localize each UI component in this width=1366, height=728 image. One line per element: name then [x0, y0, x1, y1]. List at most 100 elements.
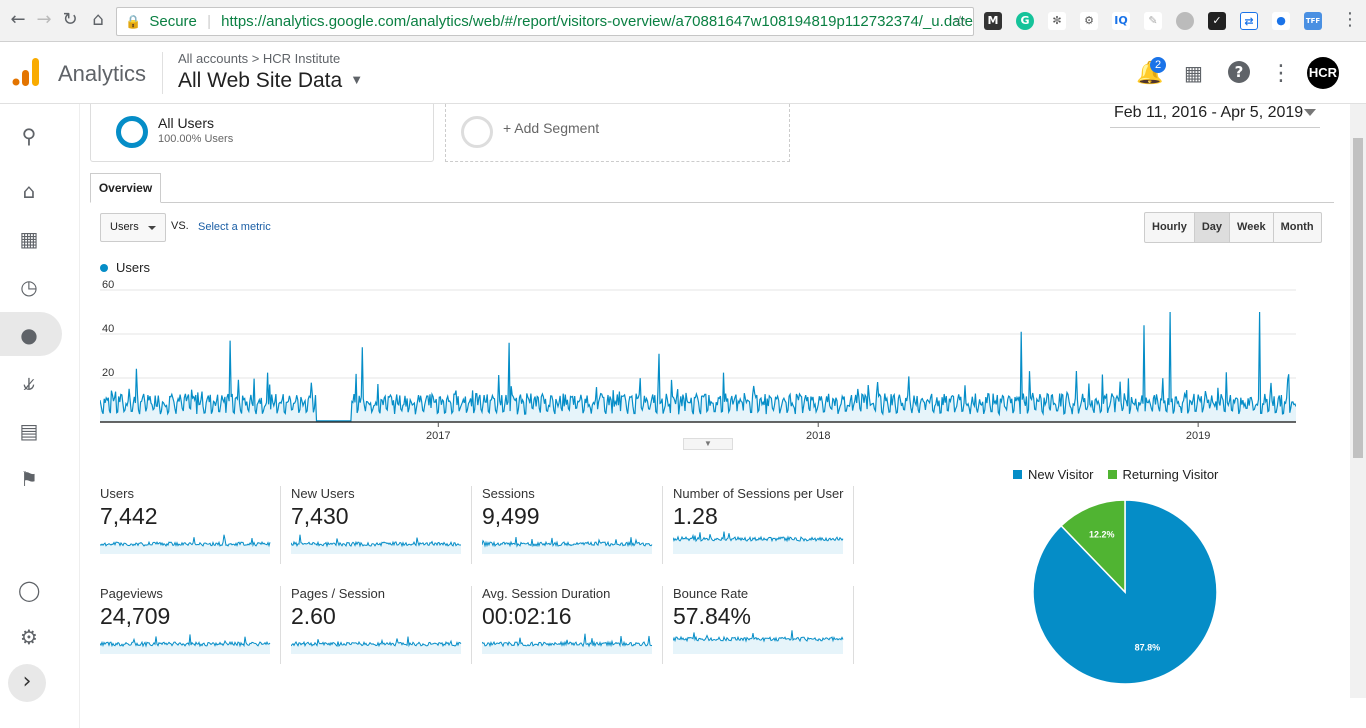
- select-metric-link[interactable]: Select a metric: [198, 221, 271, 233]
- segment-percentage: 100.00% Users: [158, 133, 234, 145]
- metric-sparkline: [291, 636, 462, 654]
- metric-card[interactable]: Pages / Session 2.60: [291, 586, 472, 664]
- extension-tff-icon[interactable]: TFF: [1304, 12, 1322, 30]
- admin-gear-icon[interactable]: ⚙: [20, 625, 38, 649]
- granularity-month[interactable]: Month: [1280, 221, 1314, 233]
- secure-label: Secure: [149, 13, 197, 30]
- sparkline-area: [482, 633, 652, 654]
- tab-overview[interactable]: Overview: [90, 173, 161, 203]
- search-icon[interactable]: ⚲: [21, 124, 37, 148]
- extension-check-icon[interactable]: ✓: [1208, 12, 1226, 30]
- metric-value: 2.60: [291, 603, 336, 629]
- grammarly-icon[interactable]: G: [1016, 12, 1034, 30]
- series-area: [100, 312, 1296, 422]
- analytics-logo-icon: [12, 58, 39, 86]
- metric-card[interactable]: Users 7,442: [100, 486, 281, 564]
- metric-value: 9,499: [482, 503, 540, 529]
- conversions-flag-icon[interactable]: ⚑: [20, 467, 38, 491]
- extension-globe-icon[interactable]: [1176, 12, 1194, 30]
- pie-slice-label: 87.8%: [1135, 643, 1161, 653]
- add-segment-button[interactable]: + Add Segment: [445, 104, 790, 162]
- y-tick-label: 40: [102, 323, 114, 335]
- extension-iq-icon[interactable]: IQ: [1112, 12, 1130, 30]
- apps-grid-icon[interactable]: ▦: [1184, 61, 1203, 85]
- pie-legend-returning: Returning Visitor: [1107, 467, 1219, 482]
- acquisition-icon[interactable]: ⫝̸: [23, 371, 35, 395]
- metric-value: 7,430: [291, 503, 349, 529]
- metric-card[interactable]: Avg. Session Duration 00:02:16: [482, 586, 663, 664]
- pie-legend-returning-label: Returning Visitor: [1122, 467, 1219, 482]
- help-icon[interactable]: ?: [1228, 61, 1250, 83]
- sparkline-area: [673, 531, 843, 554]
- breadcrumb[interactable]: All accounts > HCR Institute: [178, 51, 341, 66]
- extension-gear-icon[interactable]: ⚙: [1080, 12, 1098, 30]
- granularity-day[interactable]: Day: [1194, 213, 1231, 242]
- home-icon[interactable]: ⌂: [22, 179, 36, 203]
- users-timeline-chart: 60 40 20 2017 2018 2019: [100, 280, 1296, 442]
- segment-all-users[interactable]: All Users 100.00% Users: [90, 104, 434, 162]
- reload-icon[interactable]: ↻: [62, 9, 78, 30]
- metric-label: Pages / Session: [291, 586, 385, 601]
- more-vert-icon[interactable]: ⋮: [1270, 61, 1292, 86]
- lock-icon: 🔒: [125, 15, 142, 30]
- metric-card[interactable]: New Users 7,430: [291, 486, 472, 564]
- extension-translate-icon[interactable]: ⇄: [1240, 12, 1258, 30]
- granularity-hourly[interactable]: Hourly: [1145, 213, 1195, 242]
- metric-label: Sessions: [482, 486, 535, 501]
- view-selector[interactable]: All Web Site Data ▼: [178, 69, 363, 93]
- back-icon[interactable]: ←: [10, 9, 26, 30]
- caret-down-icon: [1304, 109, 1316, 116]
- granularity-week[interactable]: Week: [1230, 213, 1274, 242]
- address-bar[interactable]: 🔒 Secure | https://analytics.google.com/…: [116, 7, 974, 36]
- audience-person-icon[interactable]: ●: [20, 323, 38, 347]
- visitor-type-pie-chart: 87.8% 12.2%: [1032, 499, 1218, 685]
- customization-icon[interactable]: ▦: [19, 227, 39, 251]
- empty-segment-ring-icon: [461, 116, 493, 148]
- metric-card[interactable]: Pageviews 24,709: [100, 586, 281, 664]
- extension-bird-icon[interactable]: ✼: [1048, 12, 1066, 30]
- view-name: All Web Site Data: [178, 69, 343, 92]
- app-header: Analytics All accounts > HCR Institute A…: [0, 42, 1366, 104]
- metric-sparkline: [482, 537, 653, 554]
- caret-down-icon: ▼: [350, 72, 364, 87]
- forward-icon[interactable]: →: [36, 9, 52, 30]
- sparkline-line: [100, 634, 271, 648]
- metric-label: Pageviews: [100, 586, 163, 601]
- metric-card[interactable]: Bounce Rate 57.84%: [673, 586, 854, 664]
- pie-slice[interactable]: [1060, 499, 1126, 594]
- metric-card[interactable]: Number of Sessions per User 1.28: [673, 486, 854, 564]
- chart-collapse-handle[interactable]: ▼: [683, 438, 733, 450]
- behavior-icon[interactable]: ▤: [19, 419, 39, 443]
- metric-card[interactable]: Sessions 9,499: [482, 486, 663, 564]
- x-tick-label: 2017: [426, 430, 450, 442]
- sparkline-line: [673, 630, 844, 643]
- pie-legend-new: New Visitor: [1013, 467, 1094, 482]
- metric-label: New Users: [291, 486, 355, 501]
- expand-sidebar-button[interactable]: ›: [8, 664, 46, 702]
- home-icon[interactable]: ⌂: [92, 9, 104, 30]
- extension-person-icon[interactable]: ●: [1272, 12, 1290, 30]
- browser-menu-icon[interactable]: ⋮: [1341, 9, 1359, 30]
- scrollbar-thumb[interactable]: [1353, 138, 1363, 458]
- x-tick-label: 2019: [1186, 430, 1210, 442]
- bookmark-star-icon[interactable]: ☆: [953, 12, 967, 30]
- date-range-picker[interactable]: Feb 11, 2016 - Apr 5, 2019: [1110, 104, 1320, 128]
- discover-lightbulb-icon[interactable]: ◯: [18, 578, 41, 602]
- scrollbar[interactable]: [1350, 104, 1366, 698]
- sparkline-area: [673, 630, 843, 654]
- metric-selector[interactable]: Users: [100, 213, 166, 242]
- sparkline-line: [482, 633, 653, 648]
- realtime-clock-icon[interactable]: ◷: [20, 275, 38, 299]
- notification-badge: 2: [1150, 57, 1166, 73]
- metric-sparkline: [673, 531, 844, 554]
- extension-pen-icon[interactable]: ✎: [1144, 12, 1162, 30]
- legend-swatch: [1107, 470, 1117, 479]
- extension-m-icon[interactable]: M: [984, 12, 1002, 30]
- metric-sparkline: [100, 634, 271, 654]
- sparkline-line: [291, 636, 462, 648]
- metric-selector-value: Users: [110, 221, 139, 233]
- tab-bar-line: [90, 202, 1334, 203]
- segment-ring-icon: [116, 116, 148, 148]
- legend-label: Users: [116, 260, 150, 275]
- avatar[interactable]: HCR: [1307, 57, 1339, 89]
